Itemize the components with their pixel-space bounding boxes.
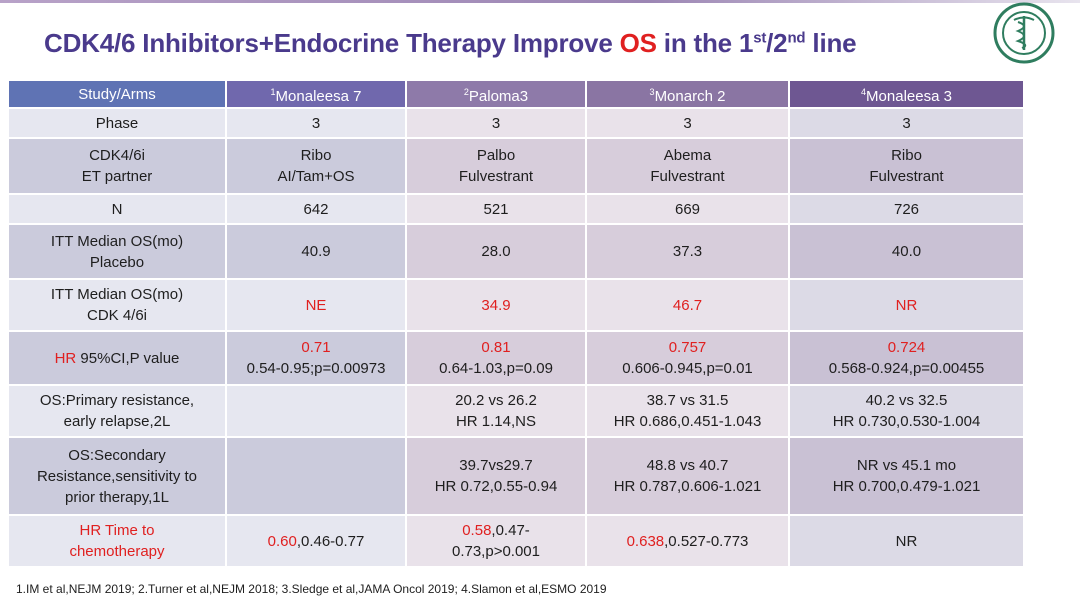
slide-title: CDK4/6 Inhibitors+Endocrine Therapy Impr… xyxy=(44,28,857,58)
row-label: ITT Median OS(mo) Placebo xyxy=(7,223,227,280)
row-label: ITT Median OS(mo) CDK 4/6i xyxy=(7,278,227,332)
header-study-arms: Study/Arms xyxy=(7,79,227,109)
row-cdk-et-partner: CDK4/6i ET partner Ribo AI/Tam+OS Palbo Ful… xyxy=(7,137,1025,195)
header-study-3: 3Monarch 2 xyxy=(585,79,790,109)
table-cell: 34.9 xyxy=(405,278,587,332)
table-cell: 0.60,0.46-0.77 xyxy=(225,514,407,568)
table-cell: 3 xyxy=(788,107,1025,139)
table-cell: 3 xyxy=(585,107,790,139)
top-accent-bar xyxy=(0,0,1080,3)
table-cell: 40.9 xyxy=(225,223,407,280)
table-cell: NR xyxy=(788,278,1025,332)
table-cell: 37.3 xyxy=(585,223,790,280)
table-cell xyxy=(225,436,407,516)
table-cell: 0.58,0.47- 0.73,p>0.001 xyxy=(405,514,587,568)
table-cell: 38.7 vs 31.5 HR 0.686,0.451-1.043 xyxy=(585,384,790,438)
header-study-1: 1Monaleesa 7 xyxy=(225,79,407,109)
row-median-os-placebo: ITT Median OS(mo) Placebo 40.9 28.0 37.3 … xyxy=(7,223,1025,280)
header-study-4: 4Monaleesa 3 xyxy=(788,79,1025,109)
table-cell: Ribo Fulvestrant xyxy=(788,137,1025,195)
table-cell: 20.2 vs 26.2 HR 1.14,NS xyxy=(405,384,587,438)
table-cell: NE xyxy=(225,278,407,332)
header-study-2: 2Paloma3 xyxy=(405,79,587,109)
table-cell: Abema Fulvestrant xyxy=(585,137,790,195)
table-cell: NR xyxy=(788,514,1025,568)
row-os-primary-resistance: OS:Primary resistance, early relapse,2L 2… xyxy=(7,384,1025,438)
table-cell: 46.7 xyxy=(585,278,790,332)
row-label: HR Time to chemotherapy xyxy=(7,514,227,568)
table-cell: NR vs 45.1 mo HR 0.700,0.479-1.021 xyxy=(788,436,1025,516)
row-n: N 642 521 669 726 xyxy=(7,193,1025,225)
row-median-os-cdk: ITT Median OS(mo) CDK 4/6i NE 34.9 46.7 N… xyxy=(7,278,1025,332)
table-cell: 726 xyxy=(788,193,1025,225)
table-cell: Palbo Fulvestrant xyxy=(405,137,587,195)
trials-comparison-table: Study/Arms 1Monaleesa 7 2Paloma3 3Monarc… xyxy=(7,79,1025,568)
row-label: N xyxy=(7,193,227,225)
table-cell: 0.757 0.606-0.945,p=0.01 xyxy=(585,330,790,386)
references-footnote: 1.IM et al,NEJM 2019; 2.Turner et al,NEJ… xyxy=(16,582,607,596)
row-label: CDK4/6i ET partner xyxy=(7,137,227,195)
table-cell xyxy=(225,384,407,438)
table-cell: 669 xyxy=(585,193,790,225)
table-cell: 0.724 0.568-0.924,p=0.00455 xyxy=(788,330,1025,386)
table-cell: 28.0 xyxy=(405,223,587,280)
row-label: Phase xyxy=(7,107,227,139)
row-label: OS:Primary resistance, early relapse,2L xyxy=(7,384,227,438)
table-cell: 642 xyxy=(225,193,407,225)
table-cell: 48.8 vs 40.7 HR 0.787,0.606-1.021 xyxy=(585,436,790,516)
table-cell: 40.0 xyxy=(788,223,1025,280)
row-hr-time-to-chemo: HR Time to chemotherapy 0.60,0.46-0.77 0.… xyxy=(7,514,1025,568)
row-os-secondary-resistance: OS:Secondary Resistance,sensitivity to pri… xyxy=(7,436,1025,516)
table-cell: 40.2 vs 32.5 HR 0.730,0.530-1.004 xyxy=(788,384,1025,438)
university-seal-icon xyxy=(993,2,1055,64)
table-cell: 521 xyxy=(405,193,587,225)
table-cell: 3 xyxy=(225,107,407,139)
row-label: OS:Secondary Resistance,sensitivity to pri… xyxy=(7,436,227,516)
table-cell: 0.81 0.64-1.03,p=0.09 xyxy=(405,330,587,386)
row-hr-ci: HR 95%CI,P value 0.71 0.54-0.95;p=0.00973… xyxy=(7,330,1025,386)
table-cell: 3 xyxy=(405,107,587,139)
row-label: HR 95%CI,P value xyxy=(7,330,227,386)
row-phase: Phase 3 3 3 3 xyxy=(7,107,1025,139)
table-header-row: Study/Arms 1Monaleesa 7 2Paloma3 3Monarc… xyxy=(7,79,1025,109)
table-cell: 0.638,0.527-0.773 xyxy=(585,514,790,568)
table-cell: 0.71 0.54-0.95;p=0.00973 xyxy=(225,330,407,386)
table-cell: Ribo AI/Tam+OS xyxy=(225,137,407,195)
table-cell: 39.7vs29.7 HR 0.72,0.55-0.94 xyxy=(405,436,587,516)
